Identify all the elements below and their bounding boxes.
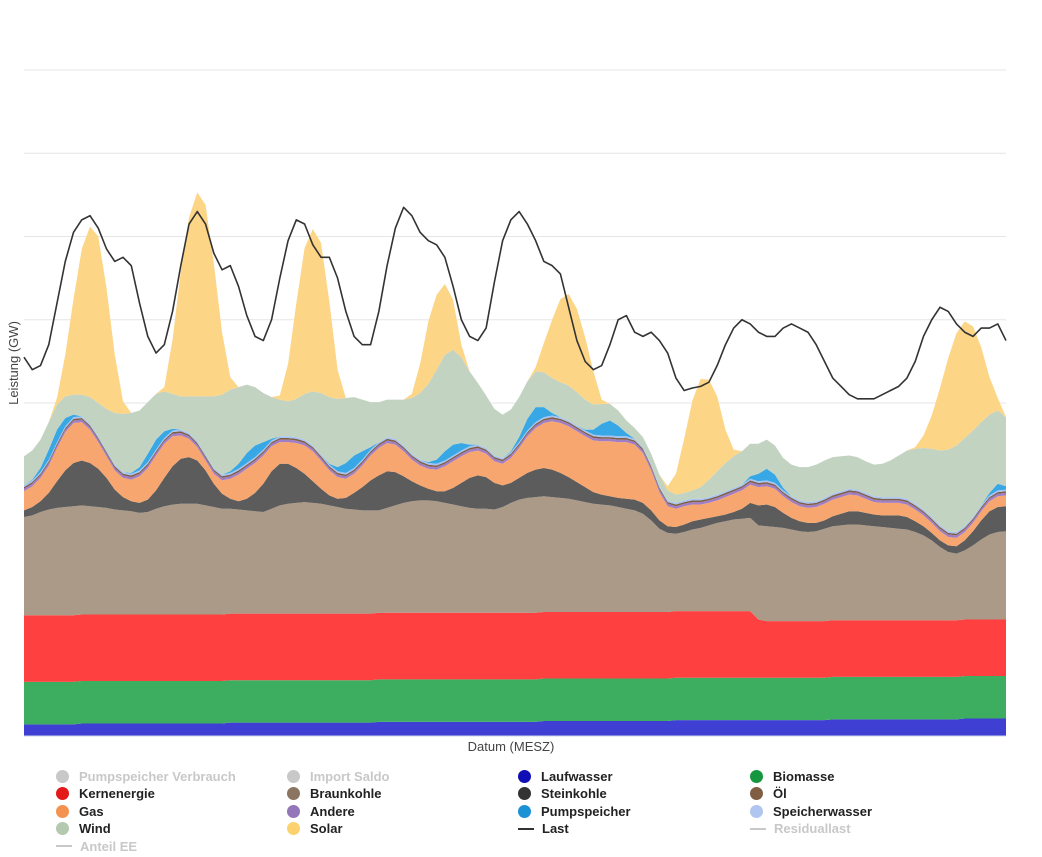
legend-label: Laufwasser [541,768,613,784]
x-axis-title: Datum (MESZ) [468,739,555,754]
legend-item-kernenergie[interactable]: Kernenergie [56,785,155,803]
legend-label: Wind [79,821,111,836]
legend-dot-symbol [287,787,300,800]
area-wind [24,349,1006,533]
legend-dot-symbol [750,769,763,783]
legend-dot-symbol [287,769,300,783]
legend-item-laufwasser[interactable]: Laufwasser [518,767,613,785]
legend-item-braunkohle[interactable]: Braunkohle [287,785,382,803]
legend-item-solar[interactable]: Solar [287,820,343,838]
legend-item-last[interactable]: Last [518,820,569,838]
legend-label: Anteil EE [80,838,138,854]
area-kernenergie [24,611,1006,682]
legend-dot-symbol [287,804,300,818]
legend-label: Import Saldo [310,768,390,784]
legend-dot-symbol [518,804,531,818]
legend-dot-symbol [750,804,763,818]
legend-item-import-saldo[interactable]: Import Saldo [287,767,389,785]
energy-chart: Leistung (GW) Datum (MESZ) [6,69,1007,754]
legend-dot-symbol [56,822,69,835]
legend-label: Solar [310,821,343,836]
legend-item-biomasse[interactable]: Biomasse [750,767,834,785]
legend-label: Last [542,821,569,836]
legend-label: Speicherwasser [773,803,873,819]
line-last [23,206,1007,400]
area-biomasse [24,676,1006,725]
legend-line-symbol [750,827,766,830]
legend-item-pumpspeicher-verbrauch[interactable]: Pumpspeicher Verbrauch [56,767,236,785]
legend-item-steinkohle[interactable]: Steinkohle [518,785,607,803]
legend-line-symbol [56,845,72,847]
area-andere [24,418,1006,538]
legend-label: Residuallast [774,821,851,836]
area-öl [24,417,1006,536]
legend-dot-symbol [518,787,531,800]
legend-label: Braunkohle [310,786,382,801]
legend-item-speicherwasser[interactable]: Speicherwasser [750,802,872,820]
legend-item-pumpspeicher[interactable]: Pumpspeicher [518,802,631,820]
stacked-areas [24,192,1006,736]
legend-item-gas[interactable]: Gas [56,802,104,820]
legend-label: Steinkohle [541,786,607,801]
legend-item-andere[interactable]: Andere [287,802,355,820]
line-series [23,206,1007,400]
legend-label: Andere [310,803,355,819]
area-solar [24,192,1006,495]
legend-dot-symbol [518,769,531,783]
area-gas [24,421,1006,547]
legend-item-wind[interactable]: Wind [56,820,111,838]
legend-dot-symbol [56,769,69,783]
legend-label: Gas [79,803,104,819]
legend-dot-symbol [56,787,69,800]
area-speicherwasser [24,415,1006,534]
area-steinkohle [24,457,1006,554]
legend-label: Kernenergie [79,786,155,801]
y-axis-title: Leistung (GW) [6,321,21,405]
legend-dot-symbol [56,804,69,818]
legend-label: Pumpspeicher Verbrauch [79,768,236,784]
legend-item-anteil-ee[interactable]: Anteil EE [56,837,137,855]
legend-dot-symbol [750,787,763,800]
legend-item-öl[interactable]: Öl [750,785,787,803]
legend-line-symbol [518,827,534,830]
legend: Pumpspeicher Verbrauch Import Saldo Laufwa… [56,767,1016,857]
area-laufwasser [24,718,1006,736]
legend-label: Biomasse [773,768,835,784]
legend-item-residuallast[interactable]: Residuallast [750,820,851,838]
legend-label: Öl [773,786,787,801]
area-braunkohle [24,496,1006,622]
legend-label: Pumpspeicher [541,803,631,819]
legend-dot-symbol [287,822,300,835]
